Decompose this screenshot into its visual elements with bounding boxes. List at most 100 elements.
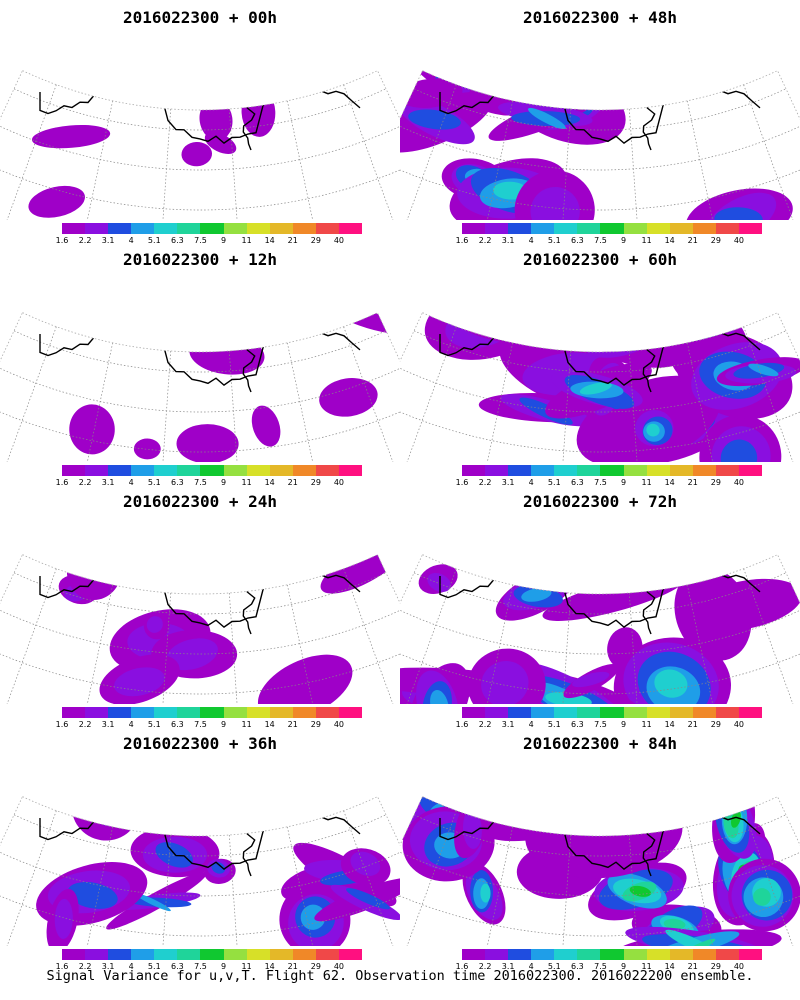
colorbar-label: 21 bbox=[287, 236, 298, 245]
longitude-line bbox=[403, 568, 457, 704]
latitude-line bbox=[0, 850, 400, 897]
variance-contour bbox=[646, 423, 660, 437]
forecast-panel: 2016022300 + 36h 1.6 2.2 3.1 4 5.1 6.3 7.5 9 11 14… bbox=[0, 726, 400, 971]
colorbar-swatch bbox=[246, 465, 270, 476]
longitude-line bbox=[159, 350, 172, 462]
latitude-line bbox=[400, 886, 800, 937]
figure-caption: Signal Variance for u,v,T. Flight 62. Ob… bbox=[46, 968, 754, 984]
forecast-panel: 2016022300 + 72h 1.6 2.2 3.1 4 5.1 6.3 7.5 9 11 14… bbox=[400, 484, 800, 729]
colorbar-swatch bbox=[485, 465, 509, 476]
colorbar-swatch bbox=[338, 707, 363, 718]
variance-contour bbox=[54, 898, 73, 939]
variance-contour bbox=[663, 918, 686, 930]
colorbar-label: 3.1 bbox=[101, 236, 115, 245]
colorbar-label: 9 bbox=[620, 236, 627, 245]
colorbar-swatch bbox=[154, 465, 178, 476]
colorbar-label: 1.6 bbox=[55, 720, 69, 729]
longitude-line bbox=[686, 584, 720, 704]
forecast-panel: 2016022300 + 84h 1.6 2.2 3.1 4 5.1 6.3 7.5 9 11 14… bbox=[400, 726, 800, 971]
panel-title: 2016022300 + 24h bbox=[122, 492, 278, 511]
variance-contour bbox=[67, 881, 118, 909]
map-boundary bbox=[0, 796, 400, 846]
longitude-line bbox=[228, 592, 241, 704]
variance-contour bbox=[155, 842, 193, 868]
colorbar-label: 2.2 bbox=[478, 236, 492, 245]
colorbar-label: 5.1 bbox=[147, 962, 161, 971]
colorbar-swatch bbox=[646, 223, 670, 234]
variance-blob bbox=[261, 554, 304, 569]
colorbar-swatch bbox=[269, 223, 293, 234]
colorbar-label: 9 bbox=[220, 236, 227, 245]
colorbar-label: 4 bbox=[528, 962, 534, 971]
colorbar-swatch bbox=[623, 223, 647, 234]
longitude-line bbox=[743, 84, 797, 220]
colorbar-label: 40 bbox=[733, 236, 745, 245]
variance-blob bbox=[133, 438, 161, 460]
colorbar-swatch bbox=[715, 465, 739, 476]
longitude-line bbox=[403, 810, 457, 946]
colorbar-swatch bbox=[246, 223, 270, 234]
longitude-line bbox=[628, 834, 641, 946]
colorbar-swatch bbox=[315, 465, 339, 476]
colorbar-swatch bbox=[738, 707, 763, 718]
colorbar-label: 1.6 bbox=[455, 478, 469, 487]
longitude-line bbox=[228, 350, 241, 462]
variance-blob bbox=[320, 554, 400, 594]
colorbar-swatch bbox=[269, 949, 293, 960]
variance-contour bbox=[521, 587, 552, 602]
colorbar-swatch bbox=[223, 707, 247, 718]
variance-contour bbox=[462, 809, 482, 849]
colorbar-swatch bbox=[669, 707, 693, 718]
colorbar-label: 11 bbox=[641, 478, 652, 487]
variance-blob bbox=[28, 185, 85, 218]
variance-contour bbox=[480, 883, 491, 903]
colorbar-label: 40 bbox=[333, 478, 345, 487]
colorbar-label: 14 bbox=[664, 720, 675, 729]
colorbar-swatch bbox=[692, 949, 716, 960]
panel-title: 2016022300 + 48h bbox=[522, 8, 678, 27]
longitude-line bbox=[559, 592, 572, 704]
colorbar-label: 4 bbox=[128, 720, 134, 729]
longitude-line bbox=[159, 108, 172, 220]
longitude-line bbox=[559, 834, 572, 946]
colorbar-swatch bbox=[177, 707, 201, 718]
colorbar-swatch bbox=[292, 465, 316, 476]
colorbar-label: 21 bbox=[687, 478, 698, 487]
variance-contour bbox=[720, 439, 758, 462]
colorbar-labels: 1.6 2.2 3.1 4 5.1 6.3 7.5 9 11 14 21 29 40 bbox=[56, 962, 362, 972]
colorbar-label: 14 bbox=[664, 478, 675, 487]
colorbar-swatch bbox=[269, 707, 293, 718]
colorbar-label: 11 bbox=[641, 236, 652, 245]
map-boundary bbox=[400, 796, 800, 846]
variance-blob bbox=[31, 124, 111, 149]
colorbar-swatch bbox=[223, 465, 247, 476]
colorbar-label: 6.3 bbox=[571, 478, 584, 487]
colorbar-swatch bbox=[485, 949, 509, 960]
colorbar-swatch bbox=[600, 707, 624, 718]
latitude-line bbox=[0, 366, 400, 413]
colorbar-labels: 1.6 2.2 3.1 4 5.1 6.3 7.5 9 11 14 21 29 40 bbox=[56, 236, 362, 246]
variance-map bbox=[0, 796, 400, 946]
colorbar-swatch bbox=[131, 223, 155, 234]
colorbar-swatch bbox=[600, 465, 624, 476]
variance-blob bbox=[611, 554, 661, 580]
variance-contour bbox=[267, 554, 294, 567]
colorbar-labels: 1.6 2.2 3.1 4 5.1 6.3 7.5 9 11 14 21 29 40 bbox=[456, 236, 762, 246]
colorbar-swatch bbox=[692, 707, 716, 718]
colorbar-label: 9 bbox=[620, 720, 627, 729]
colorbar-swatch bbox=[62, 949, 86, 960]
variance-blob bbox=[686, 578, 800, 632]
colorbar bbox=[62, 223, 363, 234]
colorbar-swatch bbox=[600, 949, 624, 960]
longitude-line bbox=[403, 326, 457, 462]
colorbar bbox=[462, 707, 763, 718]
colorbar-swatch bbox=[108, 223, 132, 234]
variance-contour bbox=[211, 861, 226, 874]
variance-contour bbox=[600, 312, 658, 345]
colorbar-label: 3.1 bbox=[501, 478, 515, 487]
variance-contour bbox=[444, 796, 474, 805]
colorbar bbox=[62, 707, 363, 718]
colorbar-label: 6.3 bbox=[571, 236, 584, 245]
longitude-line bbox=[286, 100, 320, 220]
variance-contour bbox=[615, 556, 658, 578]
